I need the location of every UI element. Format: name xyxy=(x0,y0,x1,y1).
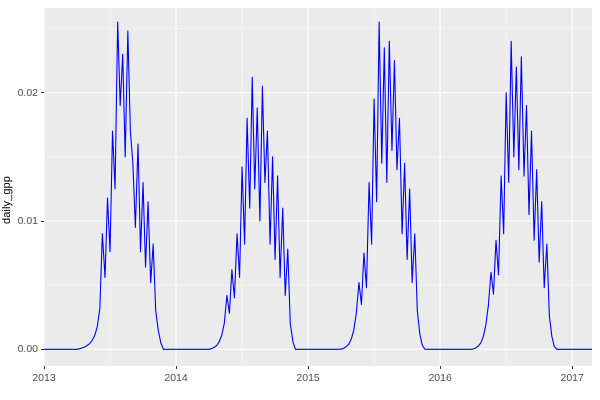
y-tick-mark xyxy=(41,92,44,94)
x-tick-label: 2013 xyxy=(32,372,56,384)
x-tick-label: 2017 xyxy=(560,372,584,384)
y-axis-tick-labels: 0.00 0.01 0.02 xyxy=(6,0,38,400)
x-tick-mark xyxy=(571,366,573,369)
y-tick-label: 0.02 xyxy=(17,86,38,99)
plot-area-svg xyxy=(44,8,592,366)
y-tick-mark xyxy=(41,348,44,350)
x-tick-label: 2014 xyxy=(164,372,188,384)
x-tick-mark xyxy=(439,366,441,369)
y-tick-label: 0.01 xyxy=(17,214,38,227)
x-tick-mark xyxy=(307,366,309,369)
x-tick-mark xyxy=(175,366,177,369)
y-tick-label: 0.00 xyxy=(17,343,38,356)
y-tick-mark xyxy=(41,220,44,222)
x-tick-mark xyxy=(43,366,45,369)
x-tick-label: 2016 xyxy=(428,372,452,384)
plot-panel xyxy=(44,8,592,366)
daily-gpp-line xyxy=(44,21,592,350)
x-tick-label: 2015 xyxy=(296,372,320,384)
